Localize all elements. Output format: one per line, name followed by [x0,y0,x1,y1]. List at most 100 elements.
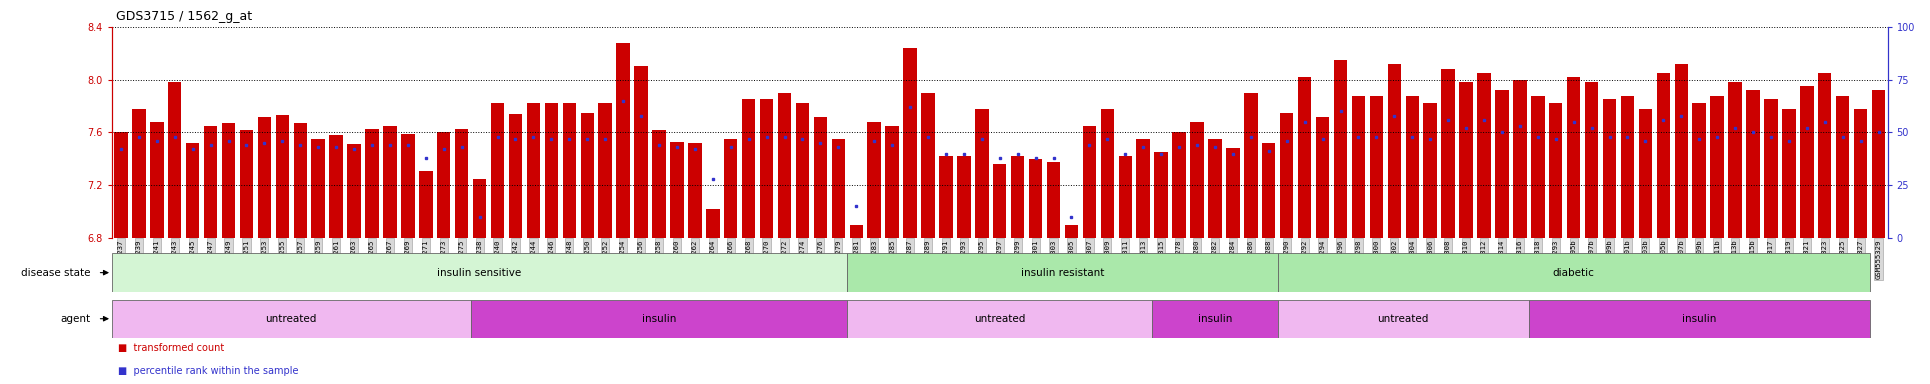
Bar [1764,99,1778,238]
Bar [384,126,398,238]
Bar [652,130,666,238]
Bar [635,66,648,238]
Bar [1424,103,1438,238]
Bar [1530,96,1544,238]
Bar [1172,132,1185,238]
Bar [867,122,880,238]
Bar [347,144,361,238]
Bar [151,122,164,238]
Text: agent: agent [60,314,91,324]
Bar [581,113,594,238]
Bar [598,103,612,238]
Bar [670,142,683,238]
Bar [527,103,540,238]
Bar [1496,90,1509,238]
Bar [1442,69,1455,238]
Bar [114,132,127,238]
Text: insulin: insulin [1199,314,1231,324]
Bar [940,156,953,238]
Bar [1529,300,1870,338]
Bar [1278,300,1529,338]
Bar [724,139,737,238]
Bar [490,103,504,238]
Bar [1046,162,1060,238]
Bar [975,109,988,238]
Bar [1029,159,1042,238]
Bar [473,179,486,238]
Bar [1154,152,1168,238]
Bar [1297,77,1310,238]
Bar [1675,64,1689,238]
Text: insulin sensitive: insulin sensitive [438,268,521,278]
Bar [1119,156,1133,238]
Text: disease state: disease state [21,268,91,278]
Bar [1818,73,1832,238]
Bar [112,300,471,338]
Bar [419,171,432,238]
Bar [1152,300,1278,338]
Bar [1729,82,1741,238]
Bar [1621,96,1635,238]
Bar [112,253,847,292]
Bar [185,143,199,238]
Text: diabetic: diabetic [1554,268,1594,278]
Bar [259,117,270,238]
Bar [994,164,1006,238]
Bar [544,103,558,238]
Bar [168,82,181,238]
Bar [1065,225,1079,238]
Bar [1388,64,1401,238]
Bar [903,48,917,238]
Bar [205,126,218,238]
Bar [1351,96,1365,238]
Bar [1083,126,1096,238]
Bar [365,129,378,238]
Bar [1334,60,1347,238]
Bar [330,135,344,238]
Bar [886,126,899,238]
Bar [1872,90,1886,238]
Bar [778,93,791,238]
Bar [1781,109,1795,238]
Bar [847,253,1278,292]
Bar [1585,82,1598,238]
Bar [562,103,575,238]
Text: insulin: insulin [1683,314,1716,324]
Bar [1602,99,1615,238]
Bar [1262,143,1276,238]
Bar [814,117,828,238]
Text: ■  transformed count: ■ transformed count [118,343,224,353]
Bar [1513,80,1527,238]
Bar [616,43,629,238]
Text: untreated: untreated [975,314,1025,324]
Bar [510,114,523,238]
Bar [1100,109,1114,238]
Bar [847,300,1152,338]
Bar [1476,73,1490,238]
Bar [1656,73,1669,238]
Bar [1567,77,1581,238]
Bar [689,143,703,238]
Bar [1191,122,1204,238]
Bar [1226,148,1239,238]
Bar [401,134,415,238]
Bar [311,139,324,238]
Bar [741,99,755,238]
Text: untreated: untreated [1378,314,1428,324]
Bar [1835,96,1849,238]
Bar [1639,109,1652,238]
Text: insulin: insulin [643,314,676,324]
Text: insulin resistant: insulin resistant [1021,268,1104,278]
Bar [1316,117,1330,238]
Bar [832,139,845,238]
Bar [1278,253,1870,292]
Bar [1137,139,1150,238]
Bar [1550,103,1563,238]
Bar [1370,96,1384,238]
Bar [131,109,145,238]
Bar [276,115,289,238]
Bar [706,209,720,238]
Bar [760,99,774,238]
Bar [239,130,253,238]
Bar [471,300,847,338]
